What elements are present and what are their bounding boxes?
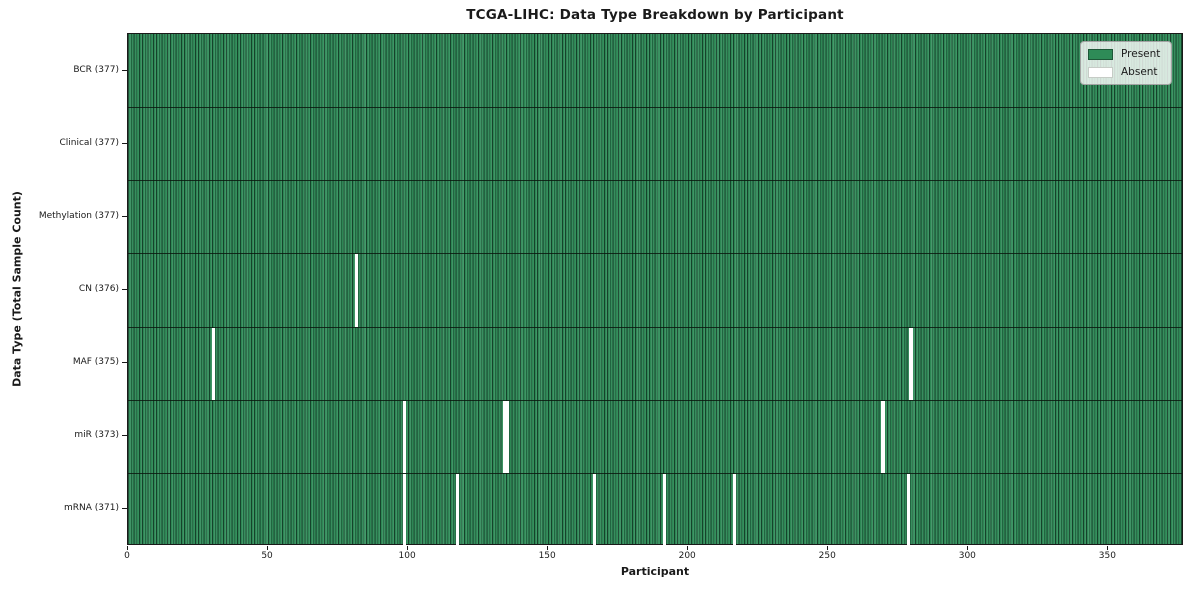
- absent-swatch-icon: [1088, 66, 1113, 78]
- y-tick-label: CN (376): [78, 284, 119, 294]
- x-tick-mark: [1107, 546, 1109, 550]
- legend: Present Absent: [1080, 41, 1173, 85]
- y-tick-label: BCR (377): [73, 64, 119, 75]
- x-axis-label: Participant: [620, 565, 690, 578]
- heatmap-row-cn: [128, 253, 1182, 327]
- absent-marker: [663, 473, 667, 546]
- y-tick-mark: [122, 215, 127, 217]
- absent-marker: [503, 400, 507, 473]
- x-tick-label: 50: [261, 551, 273, 561]
- absent-marker: [733, 473, 737, 546]
- legend-entry-absent: Absent: [1088, 66, 1160, 78]
- y-tick-mark: [122, 289, 127, 290]
- y-tick-mark: [122, 435, 127, 437]
- y-tick-label: mRNA (371): [64, 503, 119, 514]
- y-tick-mark: [122, 508, 127, 510]
- y-tick-mark: [122, 362, 127, 364]
- x-tick-label: 150: [538, 551, 556, 561]
- absent-marker: [909, 327, 913, 400]
- absent-marker: [354, 254, 359, 327]
- x-tick-mark: [687, 546, 689, 550]
- legend-absent-label: Absent: [1121, 66, 1158, 78]
- present-swatch-icon: [1088, 48, 1113, 60]
- x-tick-label: 200: [678, 551, 696, 561]
- x-tick-mark: [267, 546, 269, 550]
- x-tick-label: 100: [398, 551, 416, 561]
- plot-area: [127, 33, 1183, 546]
- heatmap-row-mir: [128, 399, 1182, 473]
- x-tick-mark: [967, 546, 969, 550]
- heatmap-row-methylation: [128, 180, 1182, 253]
- absent-marker: [212, 327, 216, 400]
- y-tick-mark: [122, 69, 127, 71]
- heatmap-row-bcr: [128, 34, 1182, 107]
- x-tick-mark: [827, 546, 829, 550]
- absent-marker: [592, 473, 597, 546]
- x-tick-mark: [127, 546, 128, 550]
- absent-marker: [506, 400, 510, 473]
- y-tick-label: MAF (375): [72, 357, 119, 368]
- heatmap-row-mrna: [128, 472, 1182, 546]
- x-tick-mark: [547, 546, 549, 550]
- x-tick-label: 0: [124, 551, 130, 561]
- legend-present-label: Present: [1121, 48, 1161, 60]
- legend-entry-present: Present: [1088, 48, 1160, 60]
- x-tick-label: 300: [958, 551, 976, 561]
- absent-marker: [455, 473, 459, 546]
- chart-title: TCGA-LIHC: Data Type Breakdown by Partic…: [466, 7, 844, 23]
- x-tick-label: 350: [1098, 551, 1116, 561]
- x-tick-mark: [407, 546, 409, 550]
- absent-marker: [881, 400, 885, 473]
- y-tick-label: miR (373): [74, 430, 119, 441]
- y-tick-label: Methylation (377): [38, 210, 119, 221]
- heatmap-row-clinical: [128, 107, 1182, 180]
- y-tick-mark: [122, 142, 127, 144]
- absent-marker: [906, 473, 910, 546]
- y-tick-label: Clinical (377): [59, 137, 119, 148]
- x-tick-label: 250: [818, 551, 836, 561]
- absent-marker: [402, 400, 406, 473]
- heatmap-row-maf: [128, 326, 1182, 400]
- absent-marker: [402, 473, 406, 546]
